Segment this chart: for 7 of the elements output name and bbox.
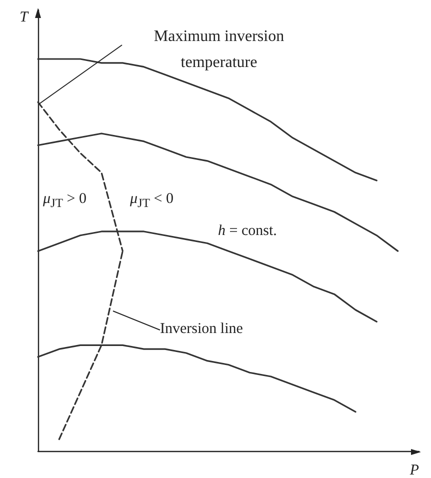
- annotation: h = const.: [218, 223, 277, 240]
- x-axis-title: P: [408, 462, 419, 478]
- annotation: μ$_{JT}$ > 0: [43, 191, 86, 210]
- annotation: Inversion line: [160, 321, 243, 338]
- annotation: μ$_{JT}$ < 0: [130, 191, 174, 210]
- y-axis-title: T: [20, 10, 30, 26]
- annotation: Maximum inversion temperature: [152, 27, 286, 73]
